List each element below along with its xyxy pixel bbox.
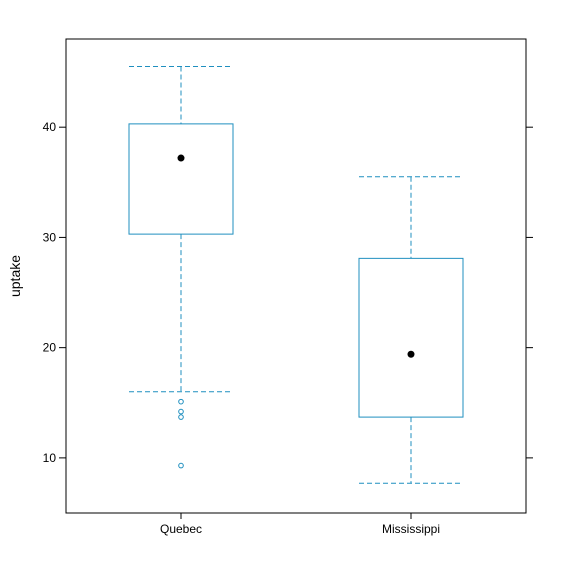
- box-quebec: [128, 66, 234, 469]
- outlier-point: [178, 408, 184, 415]
- y-tick-label: 10: [43, 451, 57, 465]
- y-tick-label: 30: [43, 230, 57, 244]
- axes: 10 20 30 40 Quebec Mississippi: [43, 120, 533, 536]
- plot-marks: [128, 66, 464, 484]
- iqr-box: [128, 123, 234, 235]
- outlier-point: [178, 462, 184, 469]
- x-tick-label: Quebec: [160, 522, 202, 536]
- y-tick-label: 40: [43, 120, 57, 134]
- median-dot: [407, 350, 415, 358]
- iqr-box: [358, 257, 464, 418]
- y-tick-label: 20: [43, 341, 57, 355]
- x-tick-label: Mississippi: [382, 522, 440, 536]
- y-axis-label: uptake: [7, 255, 23, 297]
- outlier-point: [178, 398, 184, 405]
- box-mississippi: [358, 176, 464, 484]
- plot-frame: [65, 38, 527, 514]
- median-dot: [177, 154, 185, 162]
- outlier-point: [178, 414, 184, 420]
